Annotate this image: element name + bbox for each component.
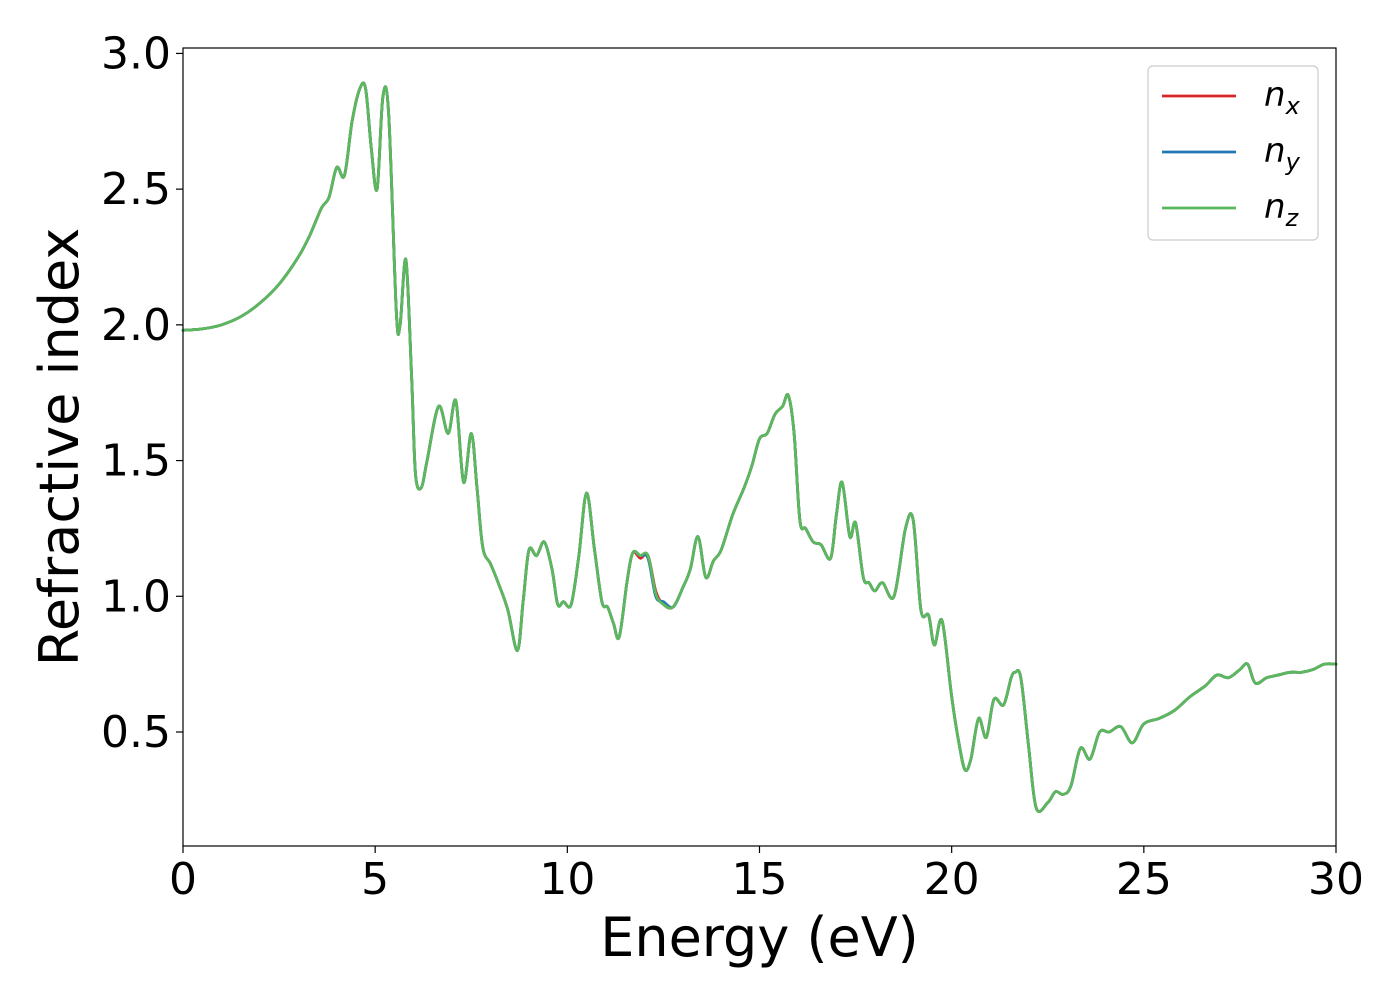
y-tick-label: 2.0: [101, 300, 171, 351]
ticks-layer: 0 5 10 15 20 25 30 0.5 1.0 1.5 2.0 2.5 3.0: [101, 28, 1364, 905]
y-tick-label: 2.5: [101, 164, 171, 215]
y-tick-label: 1.5: [101, 436, 171, 487]
x-tick-label: 30: [1308, 854, 1364, 905]
y-axis-title: Refractive index: [28, 228, 91, 667]
x-axis-title: Energy (eV): [600, 906, 919, 969]
x-tick-label: 15: [732, 854, 788, 905]
legend-label: nz: [1264, 187, 1300, 232]
x-tick-label: 20: [924, 854, 980, 905]
legend-label: nx: [1264, 75, 1301, 120]
legend: nx ny nz: [1147, 65, 1319, 241]
series-line-n-z: [181, 81, 1338, 813]
x-tick-label: 25: [1116, 854, 1172, 905]
series-layer: [181, 81, 1338, 813]
y-tick-label: 0.5: [101, 707, 171, 758]
y-tick-label: 3.0: [101, 28, 171, 79]
legend-label: ny: [1264, 131, 1301, 176]
x-tick-label: 0: [169, 854, 197, 905]
y-tick-label: 1.0: [101, 571, 171, 622]
x-tick-label: 5: [361, 854, 389, 905]
x-tick-label: 10: [539, 854, 595, 905]
